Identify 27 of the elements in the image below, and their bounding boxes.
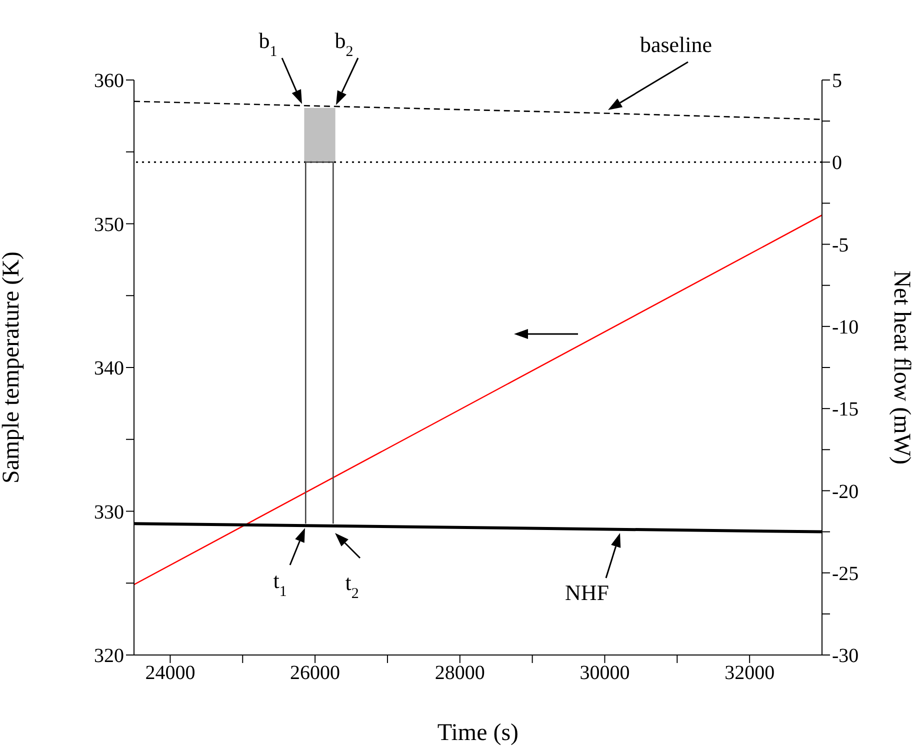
y2-tick-label: -20	[832, 480, 859, 503]
y-tick-label: 350	[94, 214, 124, 236]
annotation: t$_{2}$	[345, 570, 359, 602]
x-tick-label: 24000	[145, 662, 196, 684]
y-tick-label: 360	[94, 70, 124, 92]
text: baseline	[640, 32, 712, 57]
annotation: NHF	[564, 580, 610, 605]
y-tick-label: 340	[94, 358, 124, 380]
x-tick-label: 32000	[724, 662, 775, 684]
y-tick-label: 320	[94, 645, 124, 668]
y2-tick-label: -25	[832, 562, 859, 585]
y2-tick-label: -15	[832, 398, 859, 421]
y2-tick-label: 5	[832, 70, 842, 92]
x-tick-label: 30000	[580, 662, 630, 684]
text: b$_{1}$	[258, 28, 278, 60]
x-axis-title: Time (s)	[437, 720, 519, 746]
y2-axis-title: Net heat flow (mW)	[888, 270, 914, 464]
x-tick-label: 28000	[434, 662, 485, 684]
y2-tick-label: -10	[832, 316, 859, 339]
y2-tick-label: -5	[832, 234, 849, 256]
text: b$_{2}$	[334, 28, 354, 60]
y2-tick-label: -30	[832, 645, 859, 668]
y-tick-label: 330	[94, 501, 124, 524]
x-tick-label: 26000	[290, 662, 340, 684]
annotation: t$_{1}$	[273, 568, 287, 600]
y2-tick-label: 0	[832, 152, 842, 174]
y-axis-title: Sample temperature (K)	[0, 252, 25, 484]
